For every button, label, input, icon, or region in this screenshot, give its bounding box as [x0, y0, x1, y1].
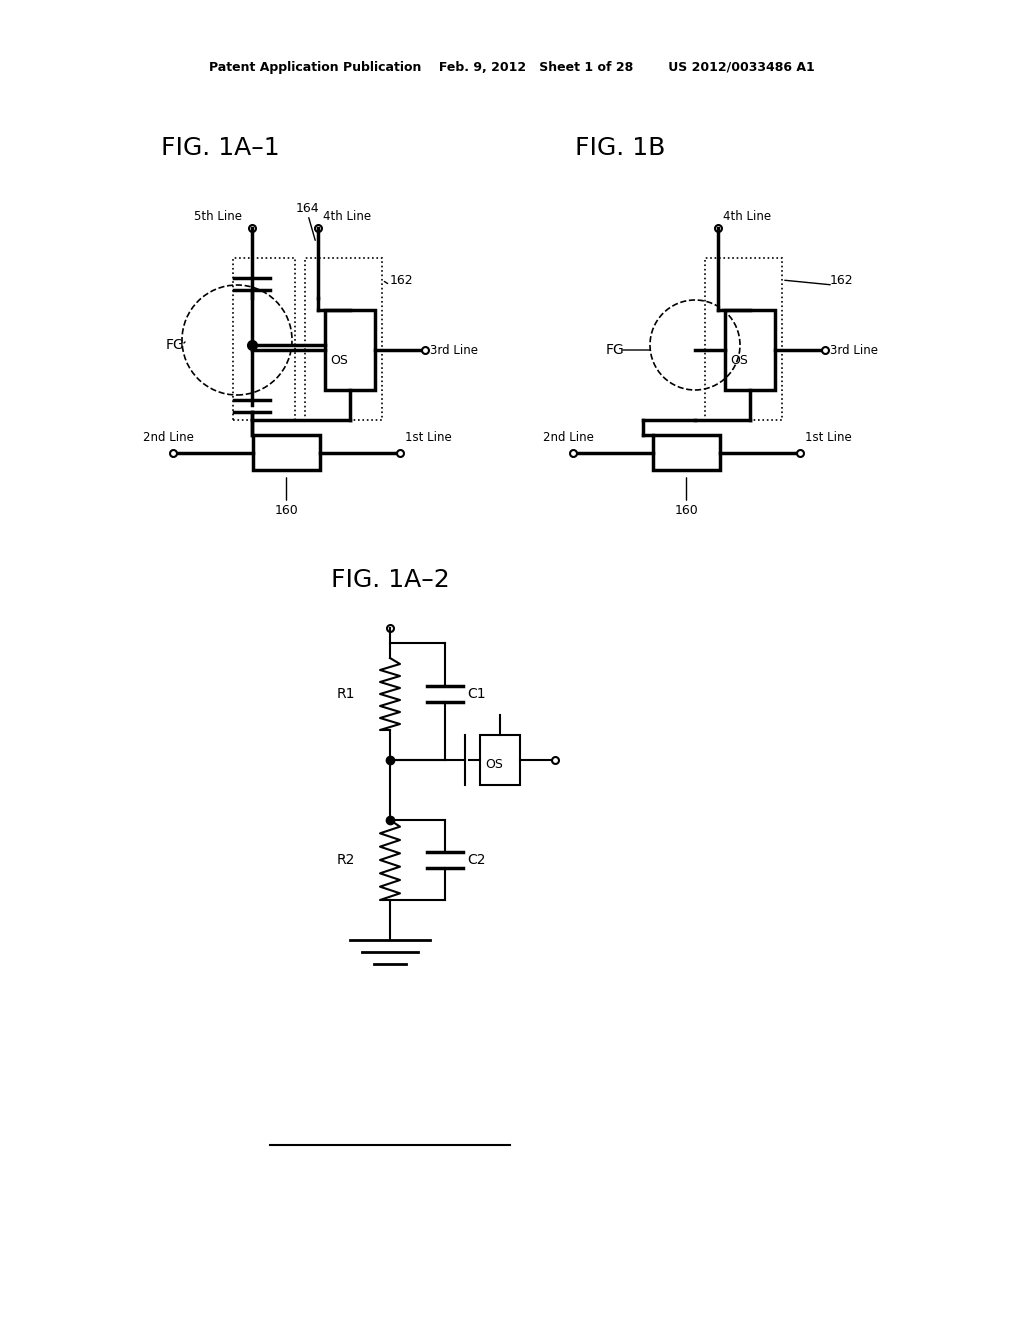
- Text: FG: FG: [605, 343, 625, 356]
- FancyBboxPatch shape: [725, 310, 775, 389]
- Text: OS: OS: [330, 354, 348, 367]
- Text: 2nd Line: 2nd Line: [543, 432, 594, 444]
- Text: 160: 160: [274, 503, 298, 516]
- FancyBboxPatch shape: [253, 436, 319, 470]
- Text: 5th Line: 5th Line: [194, 210, 242, 223]
- Text: FIG. 1A–2: FIG. 1A–2: [331, 568, 450, 591]
- FancyBboxPatch shape: [653, 436, 720, 470]
- Text: FG: FG: [166, 338, 184, 352]
- Text: FIG. 1A–1: FIG. 1A–1: [161, 136, 280, 160]
- Text: R2: R2: [337, 853, 355, 867]
- Text: 1st Line: 1st Line: [805, 432, 852, 444]
- Text: 164: 164: [296, 202, 319, 214]
- Text: OS: OS: [485, 759, 503, 771]
- FancyBboxPatch shape: [480, 735, 520, 785]
- FancyBboxPatch shape: [325, 310, 375, 389]
- Text: 1st Line: 1st Line: [406, 432, 452, 444]
- Text: 3rd Line: 3rd Line: [430, 343, 478, 356]
- Text: OS: OS: [730, 354, 748, 367]
- Text: FIG. 1B: FIG. 1B: [574, 136, 666, 160]
- Text: 4th Line: 4th Line: [723, 210, 771, 223]
- Text: Patent Application Publication    Feb. 9, 2012   Sheet 1 of 28        US 2012/00: Patent Application Publication Feb. 9, 2…: [209, 62, 815, 74]
- Text: 4th Line: 4th Line: [323, 210, 371, 223]
- Text: 2nd Line: 2nd Line: [142, 432, 194, 444]
- Text: C1: C1: [467, 686, 485, 701]
- Text: 162: 162: [830, 273, 854, 286]
- Text: R1: R1: [337, 686, 355, 701]
- Text: 3rd Line: 3rd Line: [830, 343, 878, 356]
- Text: 160: 160: [675, 503, 698, 516]
- Text: 162: 162: [390, 273, 414, 286]
- Text: C2: C2: [467, 853, 485, 867]
